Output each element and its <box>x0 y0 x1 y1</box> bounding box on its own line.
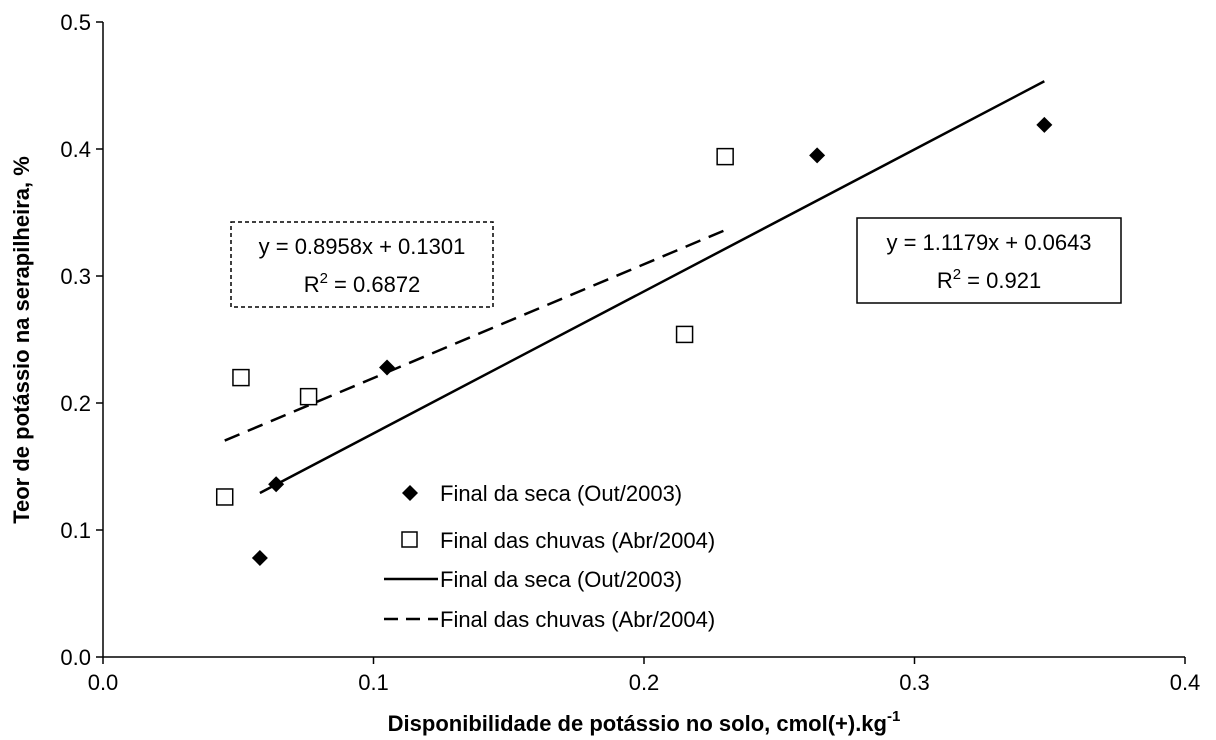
y-tick-label: 0.5 <box>60 10 91 35</box>
legend-item-seca-points: Final da seca (Out/2003) <box>402 481 682 506</box>
trendline-chuvas <box>224 228 726 442</box>
point-seca <box>809 147 826 164</box>
point-chuvas <box>232 368 250 387</box>
y-tick-label: 0.1 <box>60 518 91 543</box>
x-axis-label: Disponibilidade de potássio no solo, cmo… <box>388 708 901 736</box>
y-tick-label: 0.2 <box>60 391 91 416</box>
point-seca <box>268 476 285 493</box>
equation-seca: y = 1.1179x + 0.0643 <box>886 230 1091 255</box>
legend-label: Final da seca (Out/2003) <box>440 567 682 592</box>
legend-label: Final das chuvas (Abr/2004) <box>440 528 715 553</box>
y-tick-label: 0.0 <box>60 645 91 670</box>
x-axis-ticks: 0.0 0.1 0.2 0.3 0.4 <box>88 657 1201 695</box>
legend-label: Final da seca (Out/2003) <box>440 481 682 506</box>
legend-square-marker <box>401 531 418 548</box>
legend-item-seca-line: Final da seca (Out/2003) <box>384 567 682 592</box>
r2-chuvas: R2 = 0.6872 <box>304 270 421 297</box>
x-tick-label: 0.0 <box>88 670 119 695</box>
equation-box-seca: y = 1.1179x + 0.0643 R2 = 0.921 <box>856 217 1122 304</box>
trendline-seca <box>259 80 1045 495</box>
x-tick-label: 0.3 <box>899 670 930 695</box>
point-chuvas <box>215 488 234 506</box>
y-axis-label: Teor de potássio na serapilheira, % <box>9 156 34 524</box>
point-chuvas <box>716 147 734 166</box>
y-tick-label: 0.3 <box>60 264 91 289</box>
point-seca <box>251 549 268 566</box>
x-tick-label: 0.2 <box>629 670 660 695</box>
y-axis-ticks: 0.0 0.1 0.2 0.3 0.4 0.5 <box>60 10 103 670</box>
data-points <box>215 116 1053 566</box>
point-chuvas <box>299 387 318 406</box>
x-tick-label: 0.1 <box>358 670 389 695</box>
plot-frame <box>102 22 1185 658</box>
legend: Final da seca (Out/2003) Final das chuva… <box>384 481 715 632</box>
point-chuvas <box>675 325 694 344</box>
equation-chuvas: y = 0.8958x + 0.1301 <box>259 234 466 259</box>
legend-diamond-marker <box>402 485 418 501</box>
x-tick-label: 0.4 <box>1170 670 1201 695</box>
legend-item-chuvas-line: Final das chuvas (Abr/2004) <box>384 607 715 632</box>
legend-label: Final das chuvas (Abr/2004) <box>440 607 715 632</box>
legend-item-chuvas-points: Final das chuvas (Abr/2004) <box>401 528 715 553</box>
point-seca <box>1036 116 1053 133</box>
equation-box-chuvas: y = 0.8958x + 0.1301 R2 = 0.6872 <box>230 221 494 308</box>
trendlines <box>224 80 1045 495</box>
r2-seca: R2 = 0.921 <box>937 266 1041 293</box>
point-seca <box>379 359 396 376</box>
y-tick-label: 0.4 <box>60 137 91 162</box>
